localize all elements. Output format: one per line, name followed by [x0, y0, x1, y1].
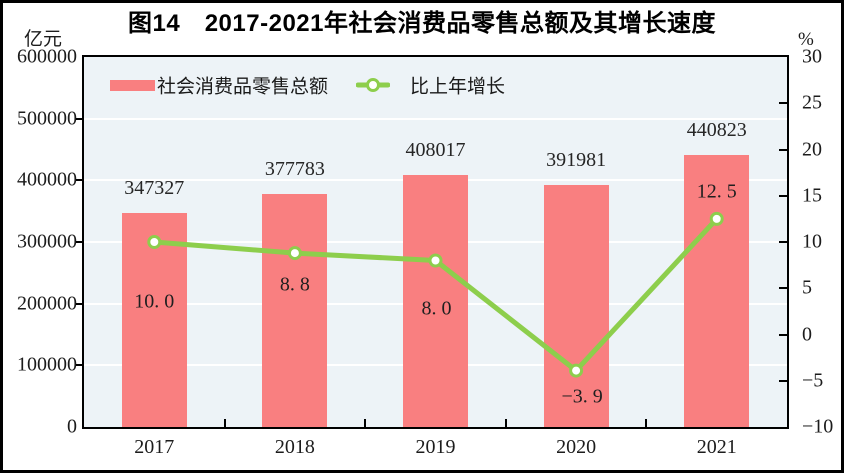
x-axis-category-label: 2019 — [415, 436, 456, 458]
y-right-tick-label: 10 — [802, 230, 822, 253]
growth-line-chart — [147, 211, 724, 378]
growth-line-marker — [569, 363, 584, 378]
growth-line — [154, 217, 719, 374]
y-right-tick-label: −10 — [802, 415, 834, 438]
y-right-tick-label: 20 — [802, 138, 822, 160]
legend-bar-label: 社会消费品零售总额 — [157, 76, 329, 98]
x-axis-tick — [364, 419, 367, 427]
growth-value-label: 10. 0 — [134, 290, 175, 313]
growth-value-label: 8. 0 — [421, 297, 452, 319]
growth-value-label: −3. 9 — [561, 385, 603, 408]
growth-line-marker — [287, 246, 302, 261]
y-left-tick-label: 600000 — [17, 45, 77, 68]
x-axis-category-label: 2018 — [274, 436, 315, 458]
x-axis-category-label: 2017 — [134, 436, 175, 458]
right-axis-tick — [779, 102, 787, 105]
bar — [403, 175, 468, 427]
x-axis-tick — [504, 419, 507, 427]
bar-value-label: 377783 — [264, 158, 325, 181]
y-left-tick-label: 500000 — [17, 107, 77, 130]
legend-bar-swatch — [110, 80, 155, 91]
growth-line-marker — [147, 235, 162, 249]
legend-line-label: 比上年增长 — [410, 76, 506, 98]
x-axis-tick — [223, 419, 226, 427]
y-left-tick-label: 0 — [67, 415, 77, 438]
y-right-tick-label: 5 — [802, 276, 812, 299]
bar-value-label: 440823 — [686, 119, 747, 142]
left-axis-tick — [76, 241, 84, 243]
bar-value-label: 408017 — [405, 139, 466, 162]
growth-line-marker — [428, 253, 443, 268]
y-left-tick-label: 100000 — [17, 353, 77, 376]
y-right-tick-label: 15 — [802, 184, 822, 207]
left-axis-tick — [76, 302, 84, 305]
y-right-tick-label: 30 — [802, 45, 822, 68]
bar-value-label: 391981 — [546, 149, 607, 172]
y-right-tick-label: 0 — [802, 323, 812, 345]
right-axis-tick — [779, 148, 787, 151]
right-axis-tick — [779, 287, 787, 290]
left-axis-tick — [76, 364, 84, 367]
growth-value-label: 12. 5 — [696, 180, 737, 203]
x-axis-tick — [645, 419, 648, 427]
y-left-tick-label: 400000 — [17, 168, 77, 191]
left-axis-unit-label: 亿元 — [24, 29, 63, 50]
y-left-tick-label: 200000 — [17, 292, 77, 315]
right-axis-tick — [779, 379, 787, 382]
right-axis-tick — [779, 194, 787, 197]
y-left-tick-label: 300000 — [17, 230, 77, 253]
y-right-tick-label: 25 — [802, 91, 822, 114]
left-axis-tick — [76, 117, 84, 120]
right-axis-unit-label: % — [798, 29, 814, 50]
left-axis-tick — [76, 179, 84, 182]
figure-title: 图14 2017-2021年社会消费品零售总额及其增长速度 — [128, 10, 716, 37]
bar-value-label: 347327 — [124, 176, 185, 199]
growth-line-marker — [709, 211, 724, 226]
x-axis-category-label: 2021 — [696, 436, 737, 458]
legend-line-swatch-icon — [356, 78, 390, 92]
right-axis-tick — [779, 241, 787, 243]
growth-value-label: 8. 8 — [279, 273, 310, 296]
x-axis-category-label: 2020 — [556, 436, 597, 458]
bar — [262, 194, 328, 427]
gridline — [84, 117, 787, 120]
bar — [684, 155, 750, 427]
bar — [543, 185, 609, 427]
plot-area: 社会消费品零售总额 比上年增长 347327 377783 408017 391981… — [82, 55, 789, 429]
right-axis-tick — [779, 333, 787, 336]
y-right-tick-label: −5 — [802, 369, 824, 392]
